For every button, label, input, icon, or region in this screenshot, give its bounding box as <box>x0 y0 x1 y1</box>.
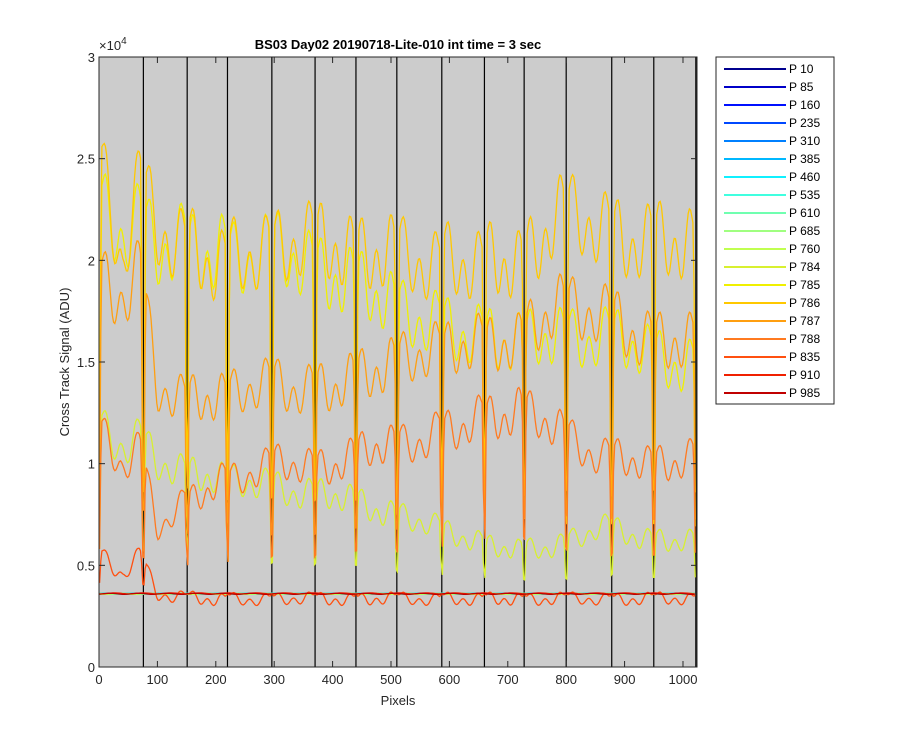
chart-title: BS03 Day02 20190718-Lite-010 int time = … <box>255 37 542 52</box>
series-line-p-985 <box>98 592 695 595</box>
legend-label: P 788 <box>789 332 820 346</box>
y-tick-label: 0 <box>88 660 95 675</box>
x-tick-label: 300 <box>263 672 285 687</box>
legend-label: P 685 <box>789 224 820 238</box>
legend-label: P 787 <box>789 314 820 328</box>
legend-label: P 910 <box>789 368 820 382</box>
y-tick-label: 1 <box>88 457 95 472</box>
x-tick-label: 1000 <box>669 672 698 687</box>
x-axis: 0 100 200 300 400 500 600 700 800 900 1000 <box>95 57 697 687</box>
series-lines <box>98 142 696 607</box>
x-tick-label: 900 <box>614 672 636 687</box>
y-axis: 0 0.5 1 1.5 2 2.5 3 <box>77 50 697 675</box>
legend-label: P 835 <box>789 350 820 364</box>
y-axis-label: Cross Track Signal (ADU) <box>57 288 72 437</box>
legend-label: P 160 <box>789 98 820 112</box>
x-tick-label: 800 <box>555 672 577 687</box>
x-axis-label: Pixels <box>381 693 416 708</box>
y-tick-label: 2.5 <box>77 152 95 167</box>
series-line-p-788 <box>98 386 696 566</box>
y-tick-label: 2 <box>88 253 95 268</box>
legend-label: P 385 <box>789 152 820 166</box>
x-tick-label: 0 <box>95 672 102 687</box>
legend-label: P 310 <box>789 134 820 148</box>
x-tick-label: 200 <box>205 672 227 687</box>
x-tick-label: 700 <box>497 672 519 687</box>
y-tick-label: 0.5 <box>77 558 95 573</box>
x-tick-label: 100 <box>147 672 169 687</box>
legend-label: P 784 <box>789 260 820 274</box>
legend-label: P 85 <box>789 80 814 94</box>
legend-label: P 10 <box>789 62 814 76</box>
legend-label: P 535 <box>789 188 820 202</box>
y-tick-label: 3 <box>88 50 95 65</box>
series-line-p-784 <box>98 410 696 582</box>
y-tick-label: 1.5 <box>77 355 95 370</box>
x-tick-label: 600 <box>439 672 461 687</box>
y-axis-exponent: ×104 <box>99 36 127 53</box>
legend-label: P 610 <box>789 206 820 220</box>
legend-label: P 785 <box>789 278 820 292</box>
legend-label: P 460 <box>789 170 820 184</box>
x-tick-label: 500 <box>380 672 402 687</box>
legend-label: P 985 <box>789 386 820 400</box>
legend-label: P 760 <box>789 242 820 256</box>
legend-label: P 235 <box>789 116 820 130</box>
legend-label: P 786 <box>789 296 820 310</box>
legend: P 10 P 85 P 160 P 235 P 310 P 385 P 460 P 535 P … <box>715 56 835 405</box>
x-tick-label: 400 <box>322 672 344 687</box>
